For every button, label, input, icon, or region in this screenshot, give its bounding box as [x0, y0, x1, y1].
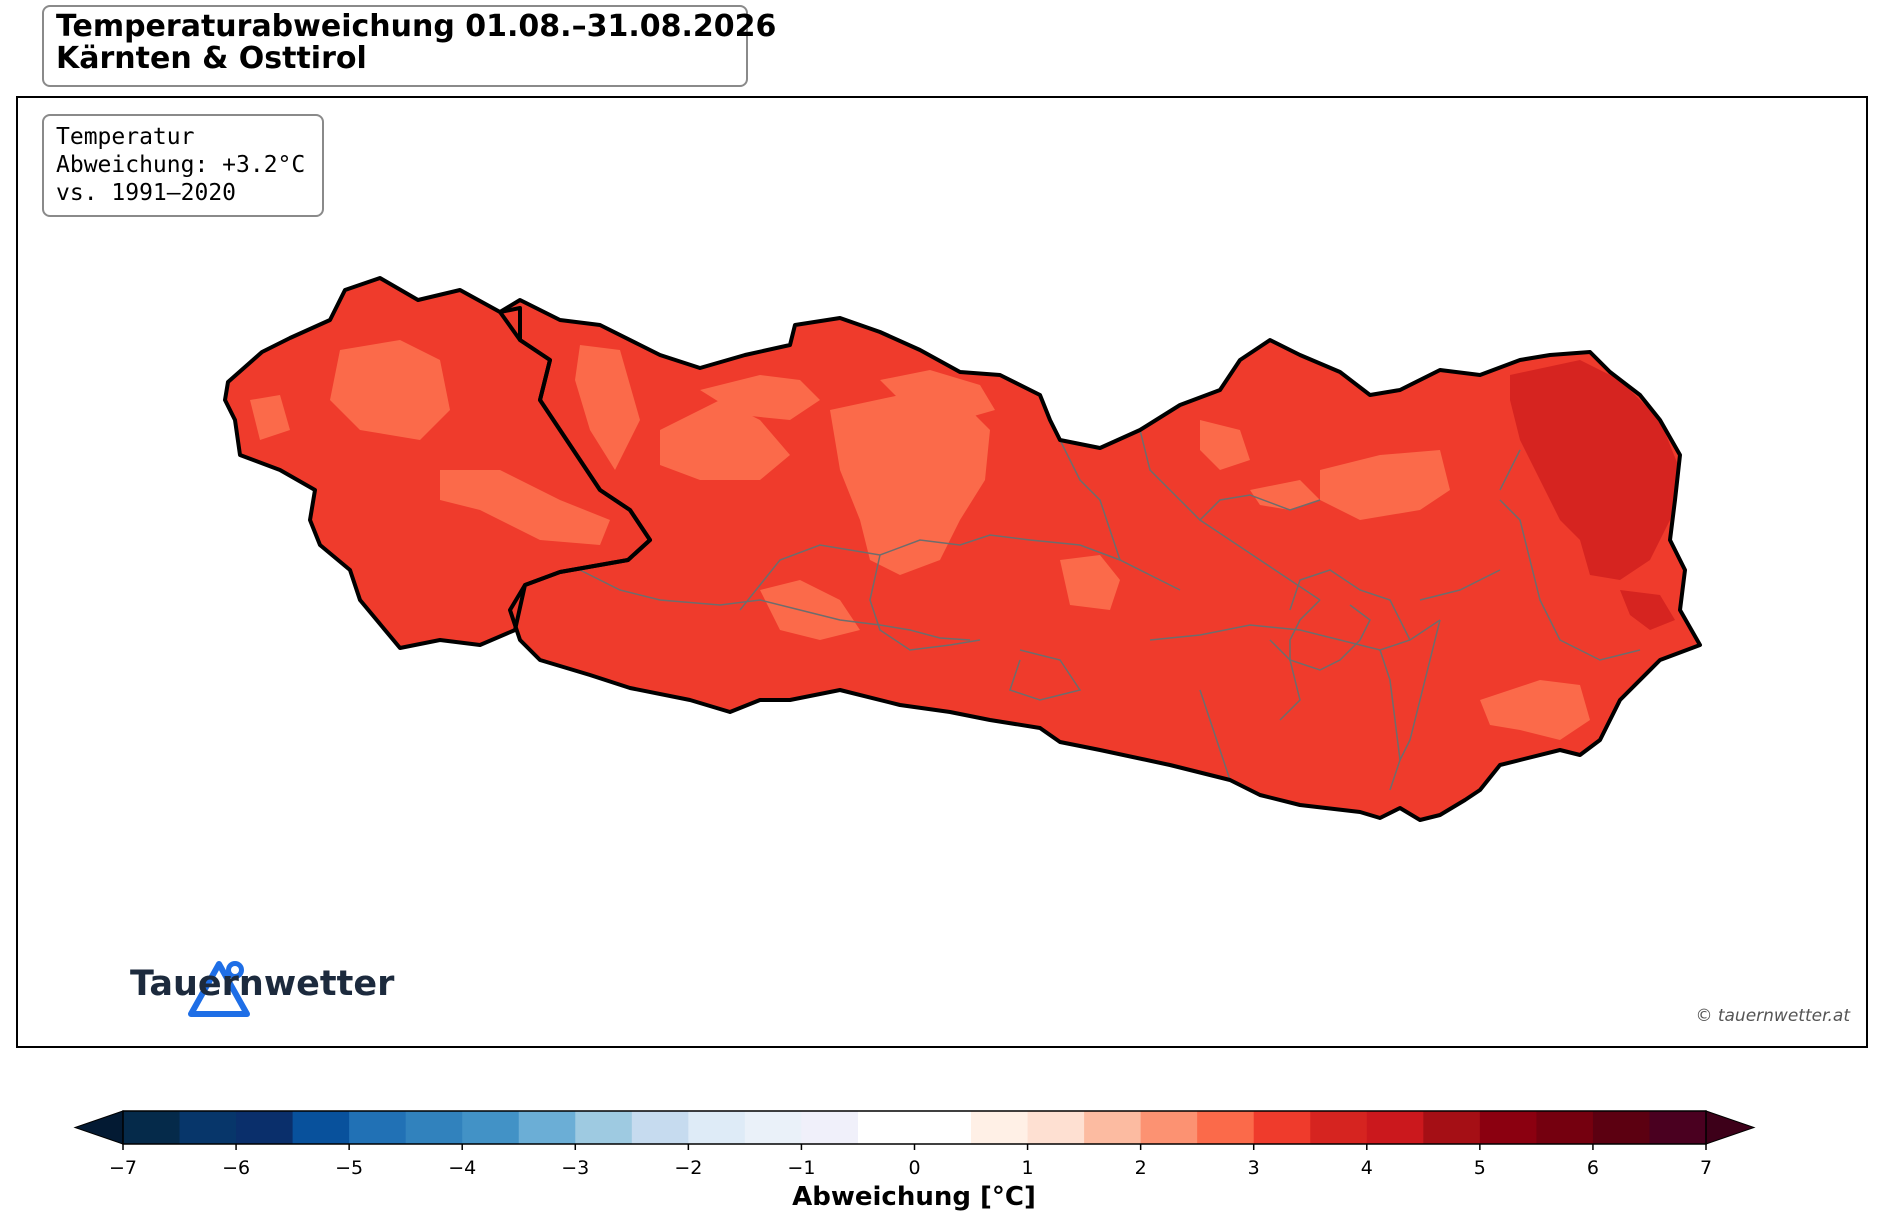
info-variable: Temperatur [56, 124, 195, 150]
district-border [1199, 689, 1231, 781]
colorbar-tick-label: −1 [787, 1157, 815, 1179]
colorbar-tick-label: −6 [222, 1157, 250, 1179]
map-title: Temperaturabweichung 01.08.–31.08.2026 [56, 9, 777, 44]
colorbar-bin [1310, 1111, 1368, 1144]
colorbar-tick-label: 2 [1135, 1157, 1147, 1179]
colorbar-bin [631, 1111, 689, 1144]
district-border [579, 569, 971, 641]
warm-patch [250, 395, 290, 440]
district-border [869, 554, 981, 651]
colorbar-tick-label: 0 [908, 1157, 920, 1179]
district-borders [579, 429, 1641, 791]
colorbar-bin [1649, 1111, 1707, 1144]
colorbar-bin [1084, 1111, 1142, 1144]
colorbar-bin [1197, 1111, 1255, 1144]
colorbar-bin [1140, 1111, 1198, 1144]
warm-patch [1480, 680, 1590, 740]
osttirol-warm-patches [250, 340, 610, 545]
hot-patch [1620, 590, 1675, 630]
district-border [1419, 569, 1501, 601]
info-reference-period: vs. 1991–2020 [56, 180, 237, 206]
colorbar-bin [405, 1111, 463, 1144]
district-border [739, 534, 1181, 611]
colorbar-bin [1536, 1111, 1594, 1144]
info-anomaly: Abweichung: +3.2°C [56, 152, 306, 178]
district-border [1379, 649, 1401, 791]
colorbar-bin [518, 1111, 576, 1144]
warm-patch [1250, 480, 1320, 510]
colorbar-bin [292, 1111, 350, 1144]
district-border [1289, 599, 1371, 671]
colorbar-tick-label: 4 [1361, 1157, 1373, 1179]
district-border [1289, 569, 1411, 641]
colorbar-tick-label: 1 [1022, 1157, 1034, 1179]
colorbar-bin [123, 1111, 181, 1144]
map-title-box: Temperaturabweichung 01.08.–31.08.2026 K… [42, 5, 777, 87]
district-border [1499, 449, 1521, 491]
district-border [1499, 499, 1641, 661]
colorbar-tick-label: 7 [1700, 1157, 1712, 1179]
info-box: Temperatur Abweichung: +3.2°C vs. 1991–2… [42, 114, 324, 217]
colorbar-tick-label: −3 [561, 1157, 589, 1179]
colorbar-bin [801, 1111, 859, 1144]
colorbar-bin [1366, 1111, 1424, 1144]
colorbar-tick-label: −7 [109, 1157, 137, 1179]
colorbar-tick-label: 5 [1474, 1157, 1486, 1179]
warm-patch [1200, 420, 1250, 470]
colorbar: −7 −6 −5 −4 −3 −2 −1 0 1 2 3 4 5 6 7 [73, 1110, 1756, 1179]
colorbar-under-triangle [73, 1110, 124, 1145]
district-border [1139, 429, 1321, 601]
warm-patch [700, 375, 820, 420]
warm-patch [760, 580, 860, 640]
colorbar-tick-label: 6 [1587, 1157, 1599, 1179]
colorbar-bin [1027, 1111, 1085, 1144]
district-border [1009, 649, 1082, 701]
kaernten-outline [498, 298, 1702, 822]
brand-name: Tauernwetter [130, 964, 395, 1004]
colorbar-bin [462, 1111, 520, 1144]
colorbar-bin [349, 1111, 407, 1144]
colorbar-over-triangle [1705, 1110, 1756, 1145]
warm-patch [1320, 450, 1450, 520]
region-osttirol [225, 278, 650, 648]
colorbar-bin [179, 1111, 237, 1144]
colorbar-bin [1423, 1111, 1481, 1144]
warm-patch [830, 395, 990, 575]
colorbar-tick-label: −5 [335, 1157, 363, 1179]
colorbar-bin [1479, 1111, 1537, 1144]
colorbar-bin [1592, 1111, 1650, 1144]
warm-patch [880, 370, 995, 420]
colorbar-bin [744, 1111, 802, 1144]
warm-patch [660, 400, 790, 480]
kaernten-warm-patches [575, 345, 1700, 740]
warm-patch [440, 470, 610, 545]
district-border [1059, 439, 1121, 561]
colorbar-bin [857, 1111, 972, 1144]
colorbar-tick-label: −4 [448, 1157, 476, 1179]
colorbar-tick-label: −2 [674, 1157, 702, 1179]
triangle-pin-logo-icon [188, 961, 250, 1017]
district-border [1399, 619, 1441, 761]
copyright-notice: © tauernwetter.at [1695, 1006, 1850, 1026]
colorbar-bin [575, 1111, 633, 1144]
map-subtitle: Kärnten & Osttirol [56, 41, 367, 76]
colorbar-tick-label: 3 [1248, 1157, 1260, 1179]
warm-patch [1060, 555, 1120, 610]
district-border [1199, 494, 1321, 521]
colorbar-bin [236, 1111, 294, 1144]
osttirol-outline [223, 276, 652, 650]
colorbar-label: Abweichung [°C] [792, 1182, 1036, 1212]
district-border [1149, 619, 1441, 651]
colorbar-bin [688, 1111, 746, 1144]
warm-patch [575, 345, 640, 470]
colorbar-bin [971, 1111, 1029, 1144]
district-border [1269, 639, 1301, 721]
colorbar-bin [1253, 1111, 1311, 1144]
warm-patch [330, 340, 450, 440]
hot-patch [1510, 360, 1680, 580]
